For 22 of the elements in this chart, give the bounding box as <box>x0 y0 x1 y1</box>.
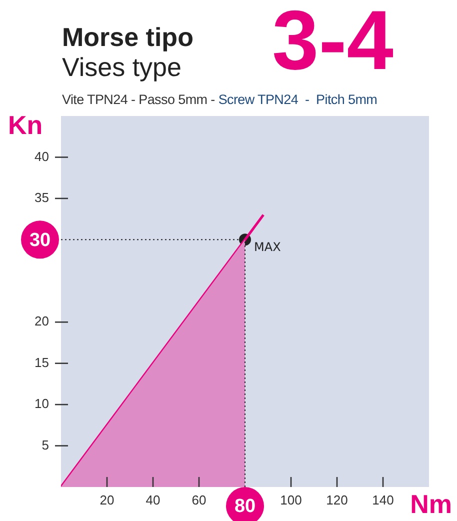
y-axis-title: Kn <box>8 110 43 140</box>
x-tick-label: 40 <box>146 492 160 508</box>
x-axis-title: Nm <box>410 489 452 519</box>
ref-line-label: 80 <box>234 496 256 518</box>
chart-title: Morse tipo <box>62 22 194 53</box>
y-tick-label: 15 <box>34 354 49 370</box>
y-tick-label: 5 <box>42 437 49 452</box>
x-tick-label: 120 <box>326 492 348 508</box>
y-tick-label: 20 <box>34 314 49 329</box>
ref-line-label: 30 <box>29 230 51 251</box>
x-tick-label: 60 <box>192 492 206 508</box>
text: 3-4 <box>272 0 394 87</box>
text: Vite TPN24 - Passo 5mm - <box>62 92 215 107</box>
annotation: MAX <box>254 240 281 254</box>
y-tick-label: 35 <box>34 190 49 206</box>
chart-subtitle: Vises type <box>62 52 182 83</box>
x-tick-label: 20 <box>100 492 114 508</box>
y-tick-label: 40 <box>34 148 49 164</box>
y-tick-label: 10 <box>34 396 49 412</box>
x-tick-label: 100 <box>280 492 302 508</box>
text: Screw TPN24 - Pitch 5mm <box>218 92 378 107</box>
x-tick-label: 140 <box>372 492 394 508</box>
